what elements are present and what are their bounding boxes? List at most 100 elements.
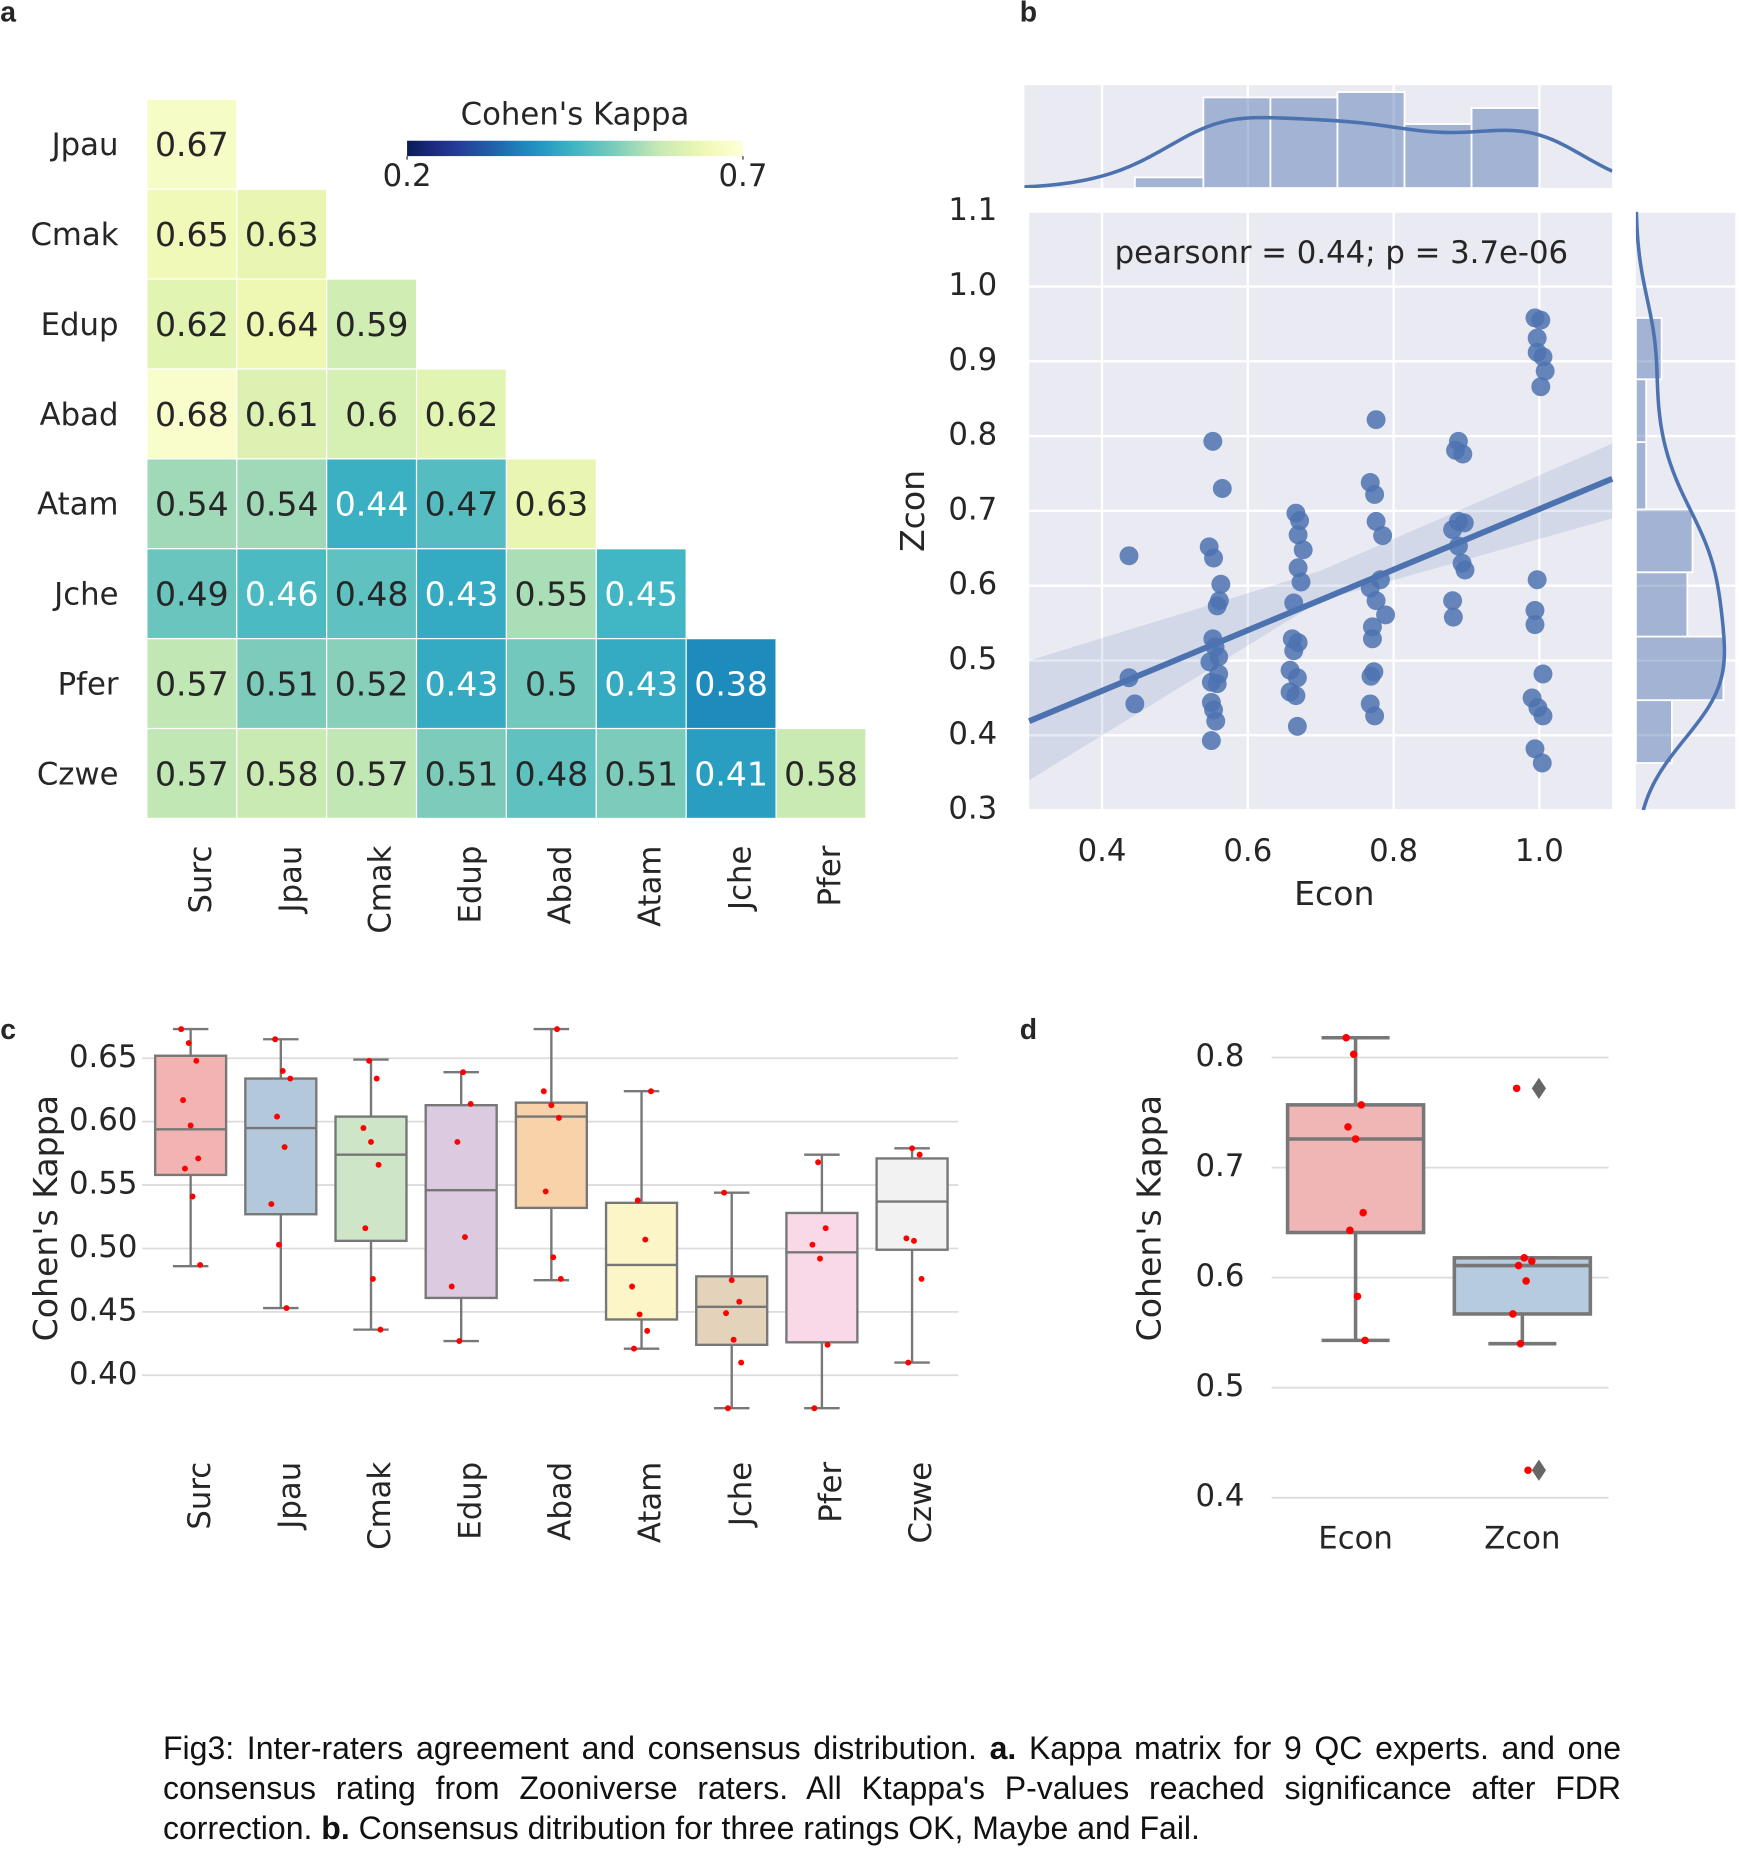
histogram-bar xyxy=(1470,107,1541,189)
cell-label: 0.64 xyxy=(245,305,319,344)
heatmap-cell xyxy=(236,638,328,730)
cell-label: 0.41 xyxy=(694,754,768,793)
heatmap-cell xyxy=(595,638,687,730)
cell-label: 0.38 xyxy=(694,664,768,703)
scatter-point xyxy=(1455,560,1475,580)
heatmap-cell xyxy=(595,727,687,820)
scatter-point xyxy=(1531,377,1551,397)
histogram-bar xyxy=(1634,508,1694,574)
y-tick-label: 0.50 xyxy=(69,1229,137,1265)
cell-label: 0.55 xyxy=(514,575,588,614)
data-point xyxy=(811,1405,818,1412)
y-tick-label: 1.0 xyxy=(948,267,997,303)
scatter-point xyxy=(1203,431,1223,451)
scatter-point xyxy=(1366,410,1386,430)
column-label: Jpau xyxy=(273,846,309,915)
data-point xyxy=(1520,1254,1529,1262)
data-point xyxy=(631,1345,637,1352)
cell-label: 0.62 xyxy=(155,305,229,344)
heatmap-cell xyxy=(146,727,238,820)
x-tick-label: Czwe xyxy=(903,1462,939,1544)
cell-label: 0.59 xyxy=(335,305,409,344)
row-label: Jche xyxy=(52,577,118,613)
y-tick-label: 0.45 xyxy=(69,1292,137,1328)
cell-label: 0.54 xyxy=(155,485,229,524)
caption-text: Kappa matrix for 9 QC experts. and one c… xyxy=(163,1730,1621,1846)
scatter-point xyxy=(1211,574,1231,594)
colorbar-tick-label: 0.2 xyxy=(383,158,432,194)
box xyxy=(424,1104,498,1300)
y-tick-label: 0.6 xyxy=(948,566,997,602)
data-point xyxy=(272,1036,279,1043)
cell-label: 0.43 xyxy=(604,664,678,703)
cell-label: 0.52 xyxy=(335,664,409,703)
heatmap-cell xyxy=(415,458,508,550)
data-point xyxy=(460,1069,467,1076)
data-point xyxy=(550,1254,557,1261)
cell-label: 0.57 xyxy=(155,754,229,793)
data-point xyxy=(916,1151,923,1158)
kde-curve xyxy=(1635,211,1727,811)
heatmap-cell xyxy=(326,278,418,370)
cell-label: 0.67 xyxy=(155,125,229,164)
outlier xyxy=(1531,1077,1546,1100)
row-label: Jpau xyxy=(50,127,119,163)
heatmap-cell xyxy=(505,548,597,640)
data-point xyxy=(1524,1466,1532,1475)
box xyxy=(244,1077,318,1216)
scatter-point xyxy=(1365,485,1385,504)
data-point xyxy=(1361,1336,1369,1345)
row-label: Abad xyxy=(40,397,119,433)
data-point xyxy=(197,1261,204,1268)
column-label: Abad xyxy=(543,846,579,925)
box xyxy=(695,1275,769,1347)
scatter-point xyxy=(1453,444,1473,464)
column-label: Pfer xyxy=(812,845,848,906)
scatter-point xyxy=(1287,668,1307,688)
data-point xyxy=(557,1275,564,1282)
y-tick-label: 0.7 xyxy=(948,491,997,527)
histogram-bar xyxy=(1202,96,1272,189)
data-point xyxy=(1357,1101,1366,1109)
cell-label: 0.63 xyxy=(514,485,588,524)
data-point xyxy=(281,1144,288,1150)
scatter-point xyxy=(1533,706,1553,726)
box xyxy=(875,1157,949,1251)
cell-label: 0.5 xyxy=(525,664,578,703)
data-point xyxy=(1509,1310,1517,1318)
x-tick-label: 0.8 xyxy=(1369,833,1418,869)
column-label: Jche xyxy=(722,846,758,912)
data-point xyxy=(178,1026,185,1033)
y-tick-label: 0.4 xyxy=(948,716,997,752)
scatter-point xyxy=(1533,664,1553,684)
annotation: pearsonr = 0.44; p = 3.7e-06 xyxy=(1115,235,1568,271)
scatter-point xyxy=(1288,525,1308,545)
histogram-bar xyxy=(1634,378,1648,443)
heatmap-cell xyxy=(415,548,508,640)
box xyxy=(153,1054,228,1177)
x-tick-label: Atam xyxy=(633,1462,669,1543)
panel-label: a xyxy=(0,0,16,29)
scatter-point xyxy=(1365,706,1385,726)
y-tick-label: 0.55 xyxy=(69,1166,137,1202)
y-tick-label: 0.40 xyxy=(69,1356,137,1392)
y-axis-label: Cohen's Kappa xyxy=(26,1095,65,1341)
data-point xyxy=(189,1193,196,1200)
data-point xyxy=(909,1145,916,1152)
row-label: Czwe xyxy=(37,756,119,792)
box xyxy=(334,1115,408,1243)
histogram-bar xyxy=(1634,441,1648,511)
scatter-point xyxy=(1287,716,1307,736)
data-point xyxy=(377,1326,384,1333)
heatmap-cell xyxy=(146,638,238,730)
heatmap-cell xyxy=(415,368,508,460)
data-point xyxy=(723,1310,729,1317)
scatter-point xyxy=(1366,511,1386,531)
panel-label: d xyxy=(1020,1014,1037,1046)
cell-label: 0.65 xyxy=(155,215,229,254)
data-point xyxy=(642,1236,649,1243)
data-point xyxy=(448,1283,455,1290)
colorbar-title: Cohen's Kappa xyxy=(461,96,690,132)
cell-label: 0.43 xyxy=(425,575,499,614)
data-point xyxy=(903,1235,910,1242)
